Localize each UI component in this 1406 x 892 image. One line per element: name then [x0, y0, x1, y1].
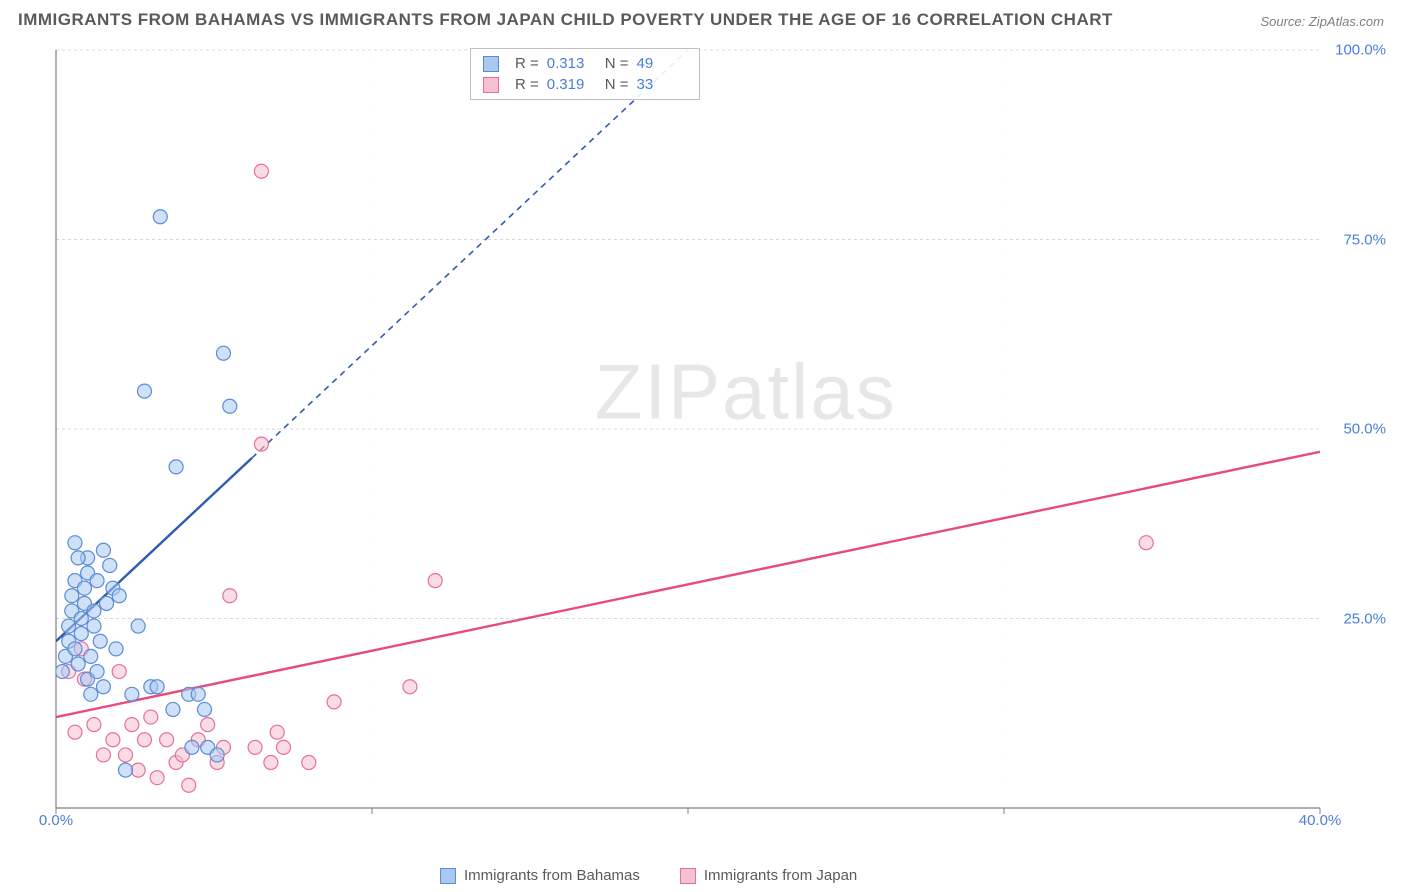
legend-item-bahamas: Immigrants from Bahamas	[440, 867, 640, 884]
chart-plot: R = 0.313 N = 49 R = 0.319 N = 33 ZIPatl…	[50, 44, 1388, 836]
source-prefix: Source:	[1260, 14, 1308, 29]
legend-label-japan: Immigrants from Japan	[704, 867, 857, 884]
r-label: R =	[515, 76, 539, 93]
n-value-bahamas: 49	[637, 55, 687, 72]
y-tick-label: 75.0%	[1343, 231, 1388, 248]
y-tick-label: 25.0%	[1343, 610, 1388, 627]
swatch-japan	[483, 77, 499, 93]
swatch-bahamas	[440, 868, 456, 884]
x-tick-label: 0.0%	[39, 812, 73, 829]
correlation-legend: R = 0.313 N = 49 R = 0.319 N = 33	[470, 48, 700, 100]
swatch-japan	[680, 868, 696, 884]
r-value-bahamas: 0.313	[547, 55, 597, 72]
r-label: R =	[515, 55, 539, 72]
source-link[interactable]: ZipAtlas.com	[1309, 14, 1384, 29]
y-tick-label: 50.0%	[1343, 421, 1388, 438]
legend-item-japan: Immigrants from Japan	[680, 867, 857, 884]
chart-title: IMMIGRANTS FROM BAHAMAS VS IMMIGRANTS FR…	[18, 10, 1113, 30]
legend-row-japan: R = 0.319 N = 33	[483, 74, 687, 95]
n-value-japan: 33	[637, 76, 687, 93]
y-tick-label: 100.0%	[1335, 42, 1388, 59]
scatter-chart-svg	[50, 44, 1388, 836]
n-label: N =	[605, 55, 629, 72]
legend-row-bahamas: R = 0.313 N = 49	[483, 53, 687, 74]
legend-label-bahamas: Immigrants from Bahamas	[464, 867, 640, 884]
source-attribution: Source: ZipAtlas.com	[1260, 14, 1384, 29]
r-value-japan: 0.319	[547, 76, 597, 93]
x-tick-label: 40.0%	[1299, 812, 1342, 829]
swatch-bahamas	[483, 56, 499, 72]
n-label: N =	[605, 76, 629, 93]
series-legend: Immigrants from Bahamas Immigrants from …	[440, 867, 857, 884]
